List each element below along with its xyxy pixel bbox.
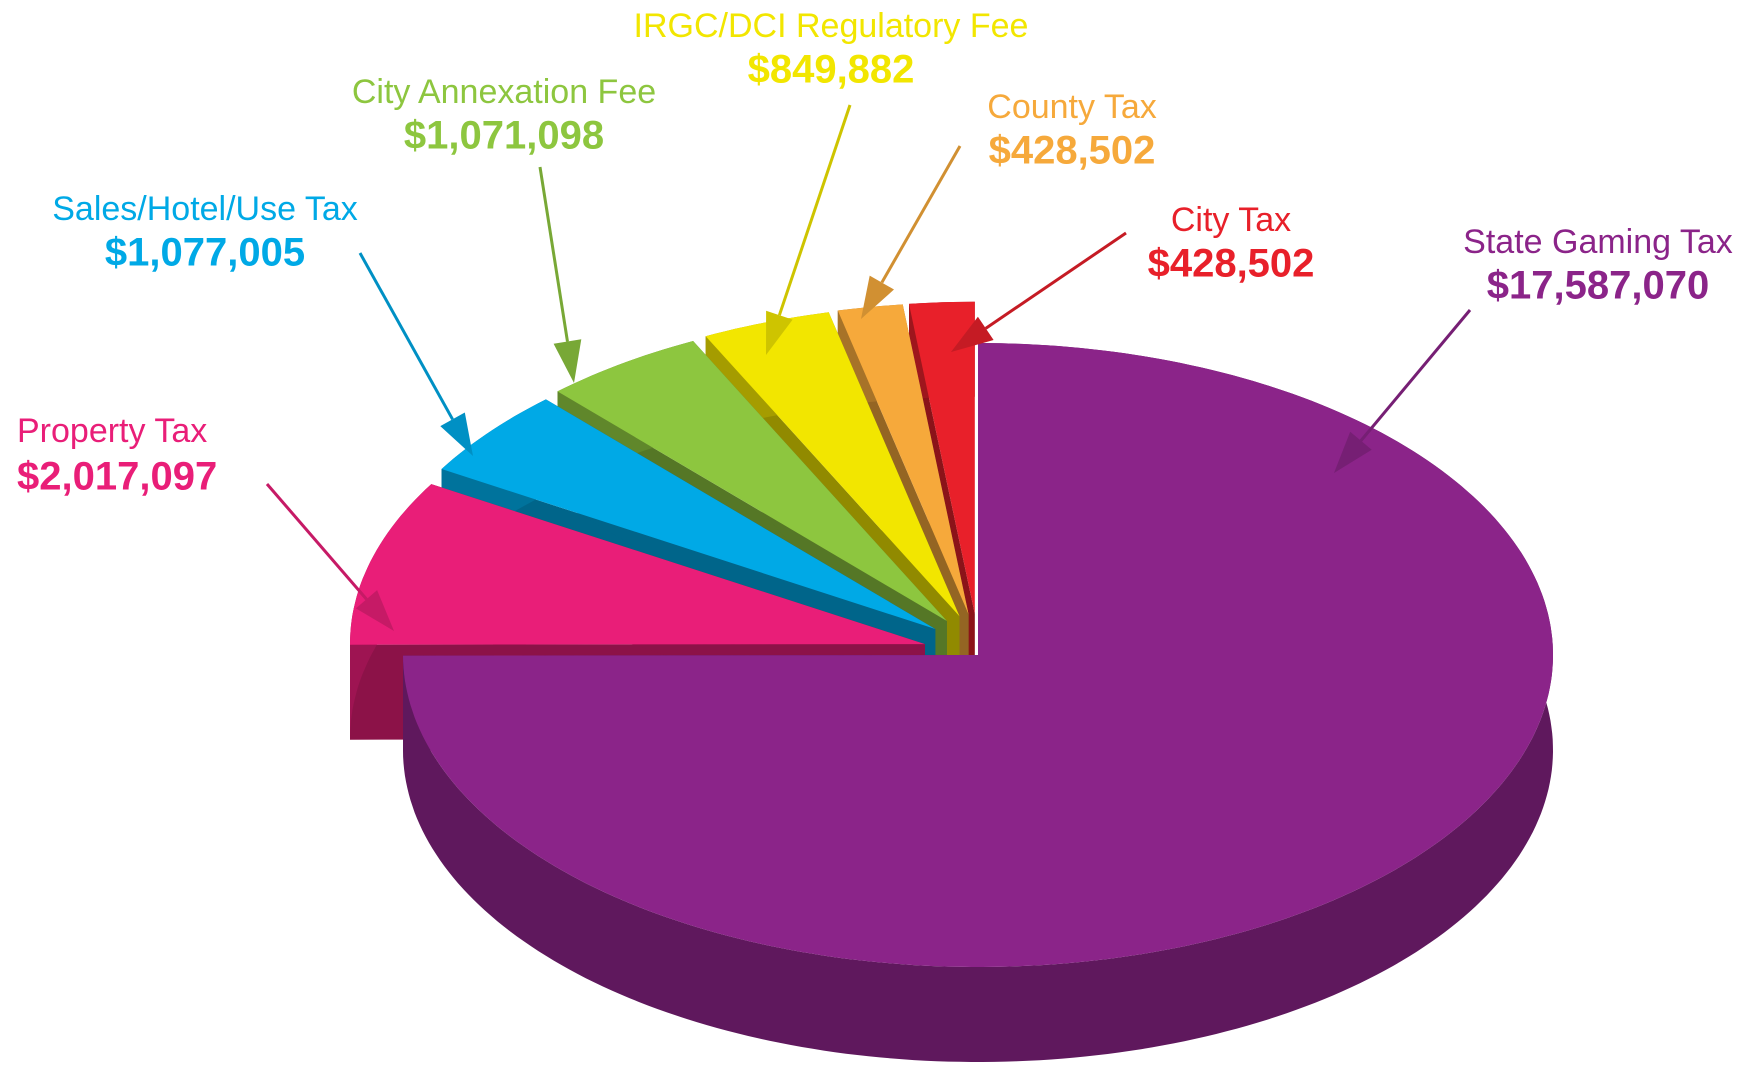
slice	[557, 341, 947, 621]
arrow-head	[553, 339, 582, 383]
slice-label: County Tax	[987, 88, 1156, 126]
slice	[909, 301, 975, 614]
arrow-shaft	[984, 231, 1127, 330]
slice	[350, 484, 925, 645]
value-label: $428,502	[989, 129, 1156, 173]
slice	[441, 399, 936, 629]
value-label: $17,587,070	[1487, 264, 1709, 308]
arrow-shaft	[538, 166, 569, 342]
arrow-shaft	[880, 145, 962, 284]
arrow-shaft	[358, 252, 454, 421]
arrow-head	[1334, 431, 1372, 473]
value-label: $849,882	[748, 48, 915, 92]
arrow-head	[355, 590, 394, 631]
value-label: $2,017,097	[17, 455, 217, 499]
value-label: $1,077,005	[105, 231, 305, 275]
arrow-shaft	[1359, 309, 1472, 442]
slice-label: Property Tax	[17, 412, 207, 450]
slice-label: State Gaming Tax	[1463, 223, 1733, 261]
slice-label: City Tax	[1171, 201, 1291, 239]
arrow-head	[440, 412, 473, 456]
slice	[403, 343, 1553, 967]
value-label: $1,071,098	[404, 114, 604, 158]
slice	[837, 304, 969, 615]
slice	[705, 312, 960, 617]
slice-label: Sales/Hotel/Use Tax	[52, 190, 358, 228]
arrow-head	[861, 275, 894, 319]
slice-label: City Annexation Fee	[352, 73, 656, 111]
slice-label: IRGC/DCI Regulatory Fee	[634, 7, 1029, 45]
arrow-head	[766, 310, 793, 355]
arrow-shaft	[777, 104, 852, 316]
arrow-head	[951, 316, 994, 352]
value-label: $428,502	[1148, 242, 1315, 286]
arrow-shaft	[265, 483, 368, 601]
